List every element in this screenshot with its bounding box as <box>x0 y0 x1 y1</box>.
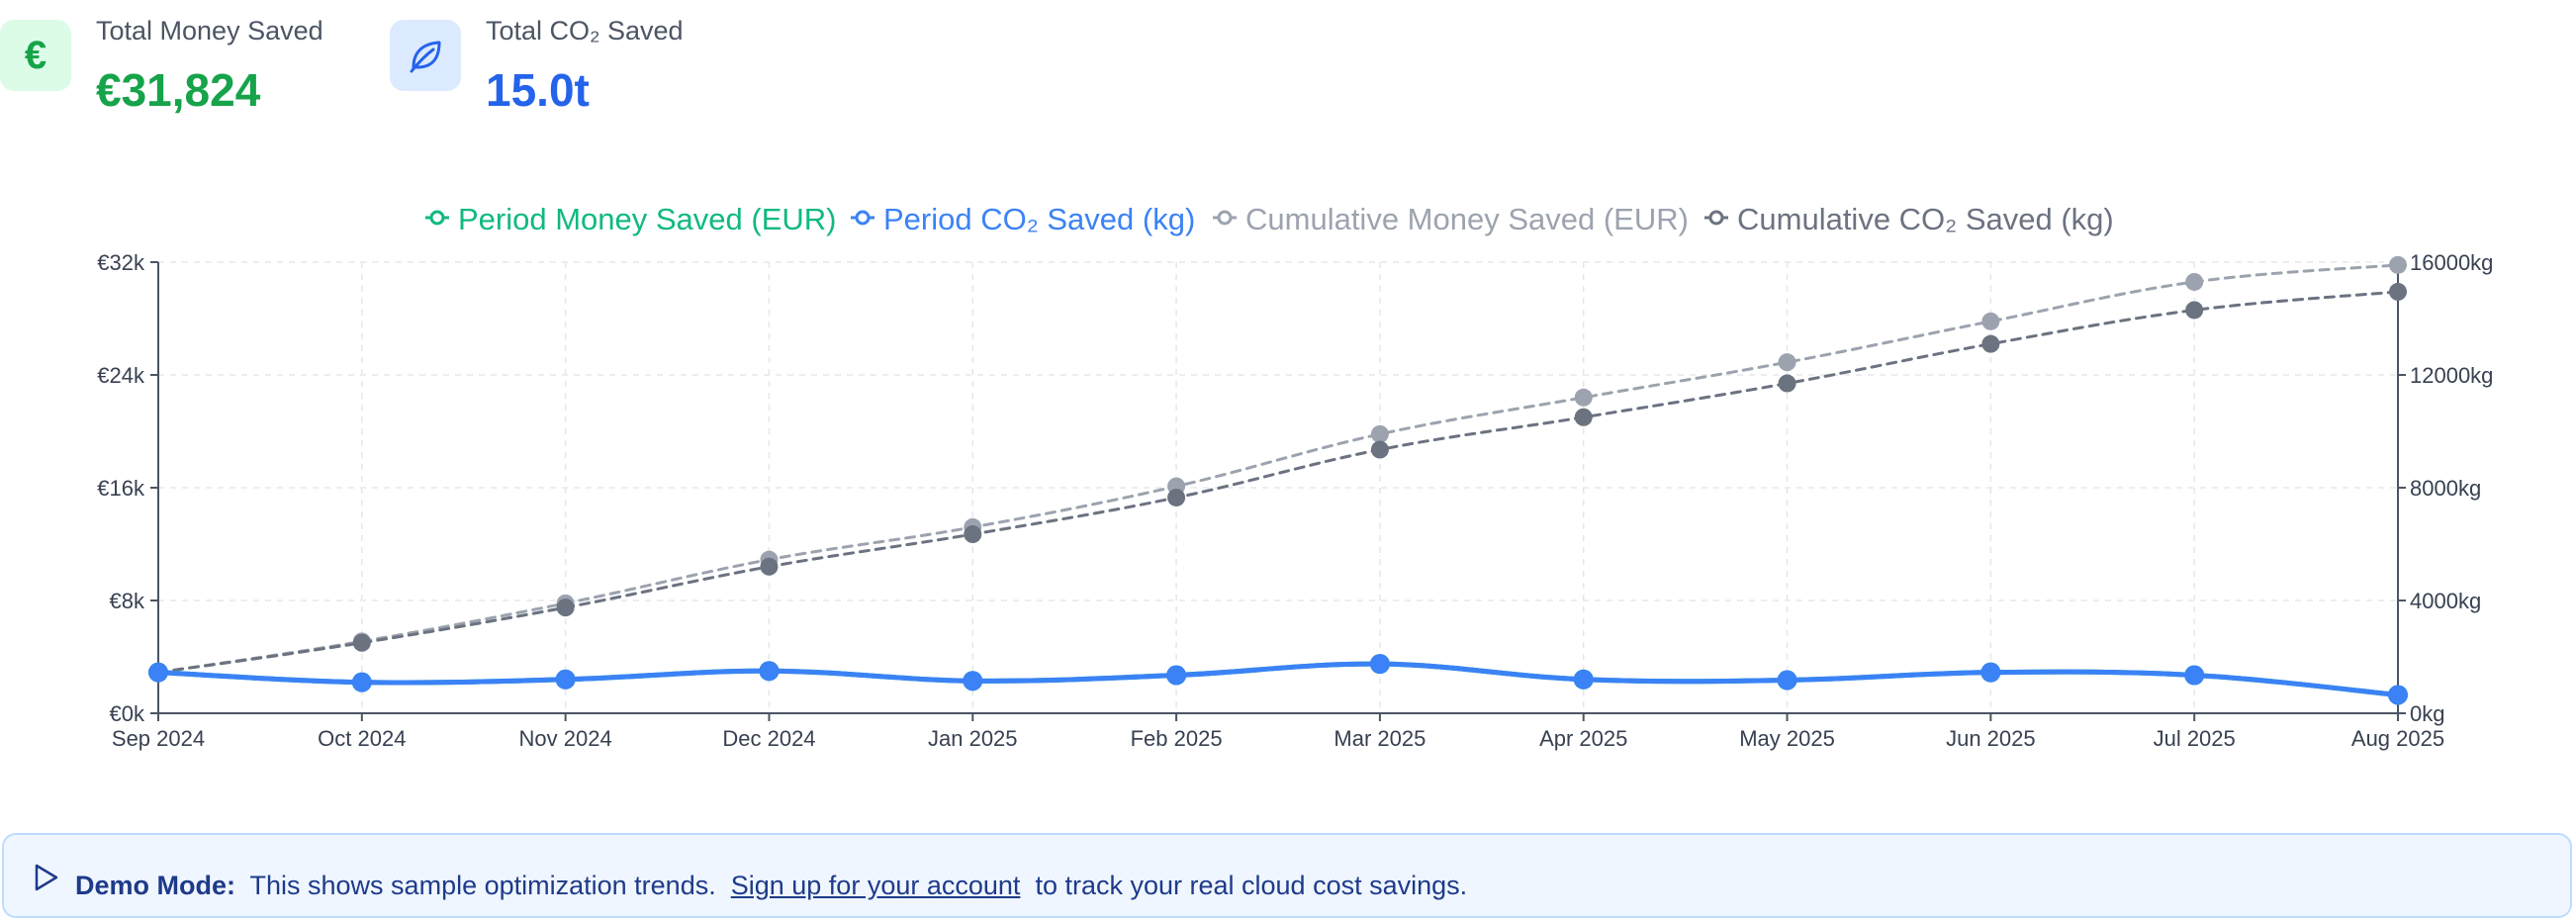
play-icon <box>34 863 59 897</box>
x-tick-label: Dec 2024 <box>722 726 815 751</box>
demo-mode-text: This shows sample optimization trends. <box>249 871 716 900</box>
data-point-cumulative-money-saved-eur <box>2389 255 2407 274</box>
x-tick-label: Feb 2025 <box>1131 726 1223 751</box>
y-right-tick-label: 8000kg <box>2410 476 2481 501</box>
x-tick-label: Sep 2024 <box>112 726 205 751</box>
y-right-tick-label: 16000kg <box>2410 250 2493 275</box>
x-tick-label: Jul 2025 <box>2154 726 2236 751</box>
data-point-period-co-saved-kg <box>2184 665 2205 686</box>
series-line-cumulative-co-saved-kg <box>156 290 2400 675</box>
y-left-tick-label: €24k <box>97 363 145 388</box>
data-point-period-co-saved-kg <box>759 661 780 682</box>
legend-marker-period-co-saved-kg <box>855 210 871 226</box>
co2-saved-label: Total CO₂ Saved <box>486 16 684 46</box>
data-point-cumulative-money-saved-eur <box>1981 312 2000 330</box>
legend-label-period-co-saved-kg: Period CO₂ Saved (kg) <box>883 202 1195 236</box>
demo-mode-suffix: to track your real cloud cost savings. <box>1035 871 1468 900</box>
data-point-cumulative-co-saved-kg <box>1370 440 1389 459</box>
data-point-period-co-saved-kg <box>1166 665 1187 686</box>
y-left-tick-label: €16k <box>97 476 145 501</box>
data-point-period-co-saved-kg <box>555 669 576 690</box>
data-point-cumulative-co-saved-kg <box>1167 488 1186 507</box>
data-point-cumulative-co-saved-kg <box>964 525 982 544</box>
data-point-period-co-saved-kg <box>1573 669 1594 690</box>
co2-saved-value: 15.0t <box>486 64 590 116</box>
legend-label-period-money-saved-eur: Period Money Saved (EUR) <box>458 202 837 236</box>
x-tick-label: Nov 2024 <box>519 726 612 751</box>
series-line-cumulative-money-saved-eur <box>156 263 2400 675</box>
x-tick-label: Mar 2025 <box>1334 726 1426 751</box>
money-saved-label: Total Money Saved <box>96 16 323 46</box>
signup-link[interactable]: Sign up for your account <box>730 871 1021 900</box>
y-left-tick-label: €0k <box>110 701 145 726</box>
data-point-cumulative-co-saved-kg <box>2185 301 2204 320</box>
data-point-period-co-saved-kg <box>1369 654 1390 675</box>
demo-mode-title: Demo Mode: <box>75 871 235 900</box>
y-left-tick-label: €32k <box>97 250 145 275</box>
legend-marker-cumulative-co-saved-kg <box>1708 210 1724 226</box>
legend-marker-cumulative-money-saved-eur <box>1217 210 1233 226</box>
y-right-tick-label: 4000kg <box>2410 589 2481 613</box>
legend-label-cumulative-money-saved-eur: Cumulative Money Saved (EUR) <box>1245 202 1689 236</box>
money-saved-card: € Total Money Saved €31,824 <box>0 14 356 123</box>
data-point-cumulative-co-saved-kg <box>556 599 575 617</box>
data-point-period-co-saved-kg <box>148 662 168 683</box>
data-point-period-co-saved-kg <box>963 671 983 692</box>
x-tick-label: Aug 2025 <box>2351 726 2444 751</box>
x-tick-label: Jun 2025 <box>1946 726 2036 751</box>
data-point-cumulative-co-saved-kg <box>1778 374 1796 393</box>
legend-marker-period-money-saved-eur <box>429 210 445 226</box>
data-point-period-co-saved-kg <box>1980 662 2001 683</box>
y-left-tick-label: €8k <box>110 589 145 613</box>
leaf-icon <box>390 20 461 91</box>
data-point-cumulative-co-saved-kg <box>2389 282 2407 301</box>
demo-mode-banner: Demo Mode: This shows sample optimizatio… <box>2 833 2572 918</box>
data-point-cumulative-co-saved-kg <box>1981 334 2000 353</box>
co2-saved-card: Total CO₂ Saved 15.0t <box>390 14 746 123</box>
savings-trend-chart: €0k €8k €16k €24k €32k 0kg 4000kg 8000kg 12000kg… <box>97 202 2493 751</box>
data-point-cumulative-money-saved-eur <box>1574 388 1593 407</box>
y-right-tick-label: 12000kg <box>2410 363 2493 388</box>
series-line-period-co-saved-kg <box>155 661 2401 697</box>
y-right-tick-label: 0kg <box>2410 701 2444 726</box>
data-point-period-co-saved-kg <box>351 672 372 692</box>
data-point-cumulative-money-saved-eur <box>1778 353 1796 372</box>
data-point-cumulative-co-saved-kg <box>760 557 779 576</box>
x-tick-label: May 2025 <box>1739 726 1835 751</box>
data-point-cumulative-co-saved-kg <box>1574 408 1593 426</box>
data-point-cumulative-money-saved-eur <box>2185 272 2204 291</box>
data-point-period-co-saved-kg <box>2388 685 2408 705</box>
data-point-cumulative-co-saved-kg <box>352 633 371 652</box>
data-point-period-co-saved-kg <box>1777 670 1797 691</box>
x-tick-label: Apr 2025 <box>1539 726 1627 751</box>
x-tick-label: Oct 2024 <box>318 726 406 751</box>
legend-label-cumulative-co-saved-kg: Cumulative CO₂ Saved (kg) <box>1737 202 2114 236</box>
money-saved-value: €31,824 <box>96 64 261 116</box>
euro-icon: € <box>0 20 71 91</box>
data-point-cumulative-money-saved-eur <box>1370 424 1389 443</box>
x-tick-label: Jan 2025 <box>928 726 1018 751</box>
